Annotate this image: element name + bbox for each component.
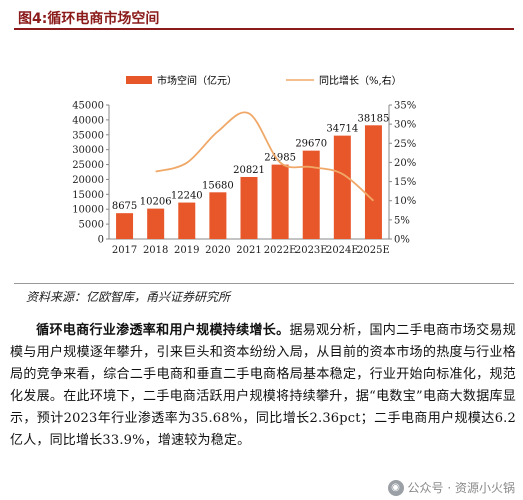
watermark: ◉ 公众号 · 资源小火锅 bbox=[387, 479, 515, 496]
watermark-text: 公众号 · 资源小火锅 bbox=[407, 481, 515, 495]
y-left-tick-label: 15000 bbox=[72, 190, 104, 201]
plot-area: 0 5000 10000 15000 20000 25000 30000 35000 40000… bbox=[72, 101, 416, 257]
y-left-tick-label: 20000 bbox=[72, 175, 104, 186]
bar bbox=[209, 192, 227, 239]
x-tick-label: 2025E bbox=[357, 245, 390, 256]
market-space-chart: 市场空间（亿元） 同比增长（%,右） 0 5000 10000 15000 20000 2… bbox=[72, 74, 416, 257]
figure-title: 图4:循环电商市场空间 bbox=[18, 11, 160, 27]
y-left-tick-label: 10000 bbox=[72, 205, 104, 216]
x-tick-label: 2017 bbox=[112, 245, 137, 256]
body-paragraph: 循环电商行业渗透率和用户规模持续增长。据易观分析，国内二手电商市场交易规模与用户… bbox=[10, 320, 516, 452]
y-left-tick-label: 30000 bbox=[72, 145, 104, 156]
x-tick-label: 2020 bbox=[205, 245, 230, 256]
y-right-tick-label: 15% bbox=[394, 177, 416, 188]
bar bbox=[302, 150, 320, 239]
y-right-tick-label: 0% bbox=[394, 235, 410, 246]
y-left-tick-label: 25000 bbox=[72, 160, 104, 171]
y-right-tick-label: 35% bbox=[394, 101, 416, 112]
bar bbox=[364, 125, 382, 239]
bar bbox=[116, 213, 134, 239]
bar-value-label: 29670 bbox=[295, 139, 327, 150]
x-tick-label: 2024E bbox=[326, 245, 359, 256]
bar-value-label: 38185 bbox=[358, 113, 390, 124]
wechat-icon: ◉ bbox=[387, 479, 404, 496]
y-left-tick-label: 45000 bbox=[72, 101, 104, 112]
x-tick-label: 2021 bbox=[236, 245, 261, 256]
chart-legend: 市场空间（亿元） 同比增长（%,右） bbox=[126, 74, 402, 87]
y-left-tick-label: 40000 bbox=[72, 115, 104, 126]
y-right-tick-label: 25% bbox=[394, 139, 416, 150]
figure-title-rule bbox=[14, 28, 514, 30]
y-right-tick-label: 30% bbox=[394, 120, 416, 131]
paragraph-lead: 循环电商行业渗透率和用户规模持续增长。 bbox=[36, 323, 290, 338]
growth-rate-line bbox=[155, 111, 375, 202]
bar-value-label: 12240 bbox=[171, 191, 203, 202]
bar-value-label: 8675 bbox=[112, 201, 137, 212]
y-left-tick-label: 35000 bbox=[72, 130, 104, 141]
legend-bar-swatch bbox=[126, 76, 152, 84]
y-left-tick-label: 5000 bbox=[79, 220, 104, 231]
bar-value-label: 34714 bbox=[326, 124, 358, 135]
paragraph-text: 据易观分析，国内二手电商市场交易规模与用户规模逐年攀升，引来巨头和资本纷纷入局，… bbox=[10, 323, 516, 448]
bar bbox=[240, 176, 258, 239]
source-note: 资料来源：亿欧智库，甬兴证券研究所 bbox=[26, 290, 231, 304]
legend-bar-label: 市场空间（亿元） bbox=[157, 74, 237, 87]
bar bbox=[271, 164, 289, 239]
x-tick-label: 2019 bbox=[174, 245, 199, 256]
y-left-tick-label: 0 bbox=[98, 235, 104, 246]
source-rule bbox=[14, 283, 514, 284]
x-tick-label: 2022E bbox=[264, 245, 297, 256]
y-right-tick-label: 5% bbox=[394, 215, 410, 226]
x-tick-label: 2018 bbox=[143, 245, 168, 256]
figure-header: 图4:循环电商市场空间 bbox=[14, 6, 514, 28]
y-right-tick-label: 10% bbox=[394, 196, 416, 207]
bar-value-label: 24985 bbox=[264, 153, 296, 164]
bar-value-label: 10206 bbox=[140, 197, 172, 208]
bar bbox=[147, 208, 165, 239]
bar-value-label: 20821 bbox=[233, 165, 265, 176]
bar-value-label: 15680 bbox=[202, 180, 234, 191]
x-tick-label: 2023E bbox=[295, 245, 328, 256]
y-right-tick-label: 20% bbox=[394, 158, 416, 169]
legend-line-label: 同比增长（%,右） bbox=[319, 74, 402, 87]
bar bbox=[178, 202, 196, 239]
bar bbox=[333, 135, 351, 239]
